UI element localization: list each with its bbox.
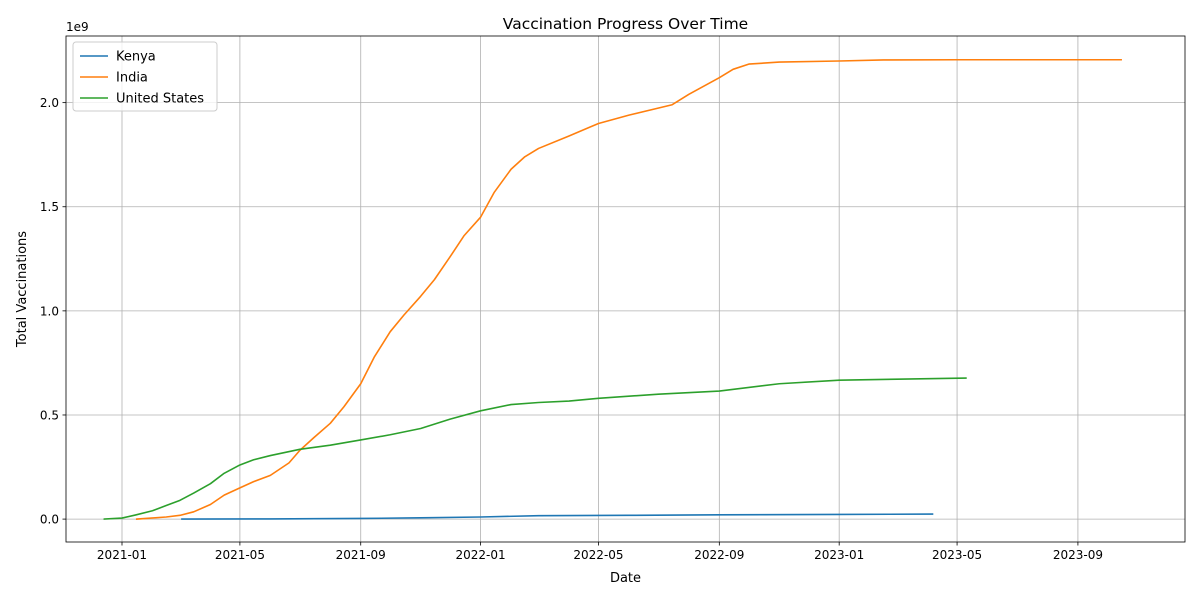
x-tick-label: 2022-05 — [573, 548, 623, 562]
series-line-kenya — [181, 513, 934, 520]
y-tick-label: 0.0 — [40, 513, 59, 527]
x-tick-label: 2021-05 — [215, 548, 265, 562]
y-tick-label: 0.5 — [40, 408, 59, 422]
y-tick-label: 1.5 — [40, 200, 59, 214]
x-tick-label: 2023-05 — [932, 548, 982, 562]
legend-frame — [72, 41, 218, 112]
y-offset-label: 1e9 — [66, 20, 89, 34]
series-line-india — [135, 58, 1122, 520]
legend-label: Kenya — [116, 50, 156, 65]
x-tick-label: 2022-09 — [694, 548, 744, 562]
y-tick-label: 1.0 — [40, 304, 59, 318]
legend-label: India — [116, 71, 148, 86]
grid — [66, 36, 1185, 542]
x-tick-label: 2022-01 — [456, 548, 506, 562]
x-tick-label: 2021-09 — [336, 548, 386, 562]
legend: Kenya India United States — [72, 41, 218, 112]
x-tick-label: 2023-09 — [1053, 548, 1103, 562]
plot-frame — [65, 35, 1186, 543]
axis-ticks: 2021-01 2021-05 2021-09 2022-01 2022-05 2022-… — [40, 96, 1103, 562]
y-axis-label: Total Vaccinations — [15, 231, 30, 348]
series-lines — [103, 58, 1122, 520]
series-line-united-states — [103, 377, 967, 520]
x-tick-label: 2023-01 — [814, 548, 864, 562]
y-tick-label: 2.0 — [40, 96, 59, 110]
chart-title: Vaccination Progress Over Time — [503, 15, 748, 33]
x-axis-label: Date — [610, 571, 641, 586]
legend-label: United States — [116, 92, 204, 107]
x-tick-label: 2021-01 — [97, 548, 147, 562]
